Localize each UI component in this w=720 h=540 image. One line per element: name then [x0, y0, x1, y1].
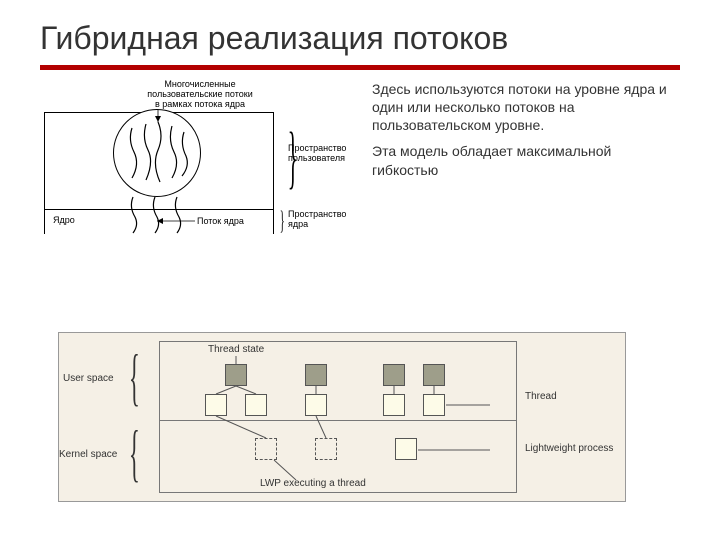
- brace-icon: {: [129, 345, 140, 409]
- paragraph: Здесь используются потоки на уровне ядра…: [372, 80, 680, 135]
- user-threads-icon: [114, 110, 201, 197]
- connectors-icon: [160, 342, 518, 494]
- top-diagram-caption: Многочисленные пользовательские потоки в…: [40, 80, 360, 110]
- kernel-space-label: Пространство ядра: [288, 210, 346, 230]
- thread-label: Thread: [525, 391, 557, 402]
- thread-box: [205, 394, 227, 416]
- space-divider: [160, 420, 516, 421]
- lwp-exec-label: LWP executing a thread: [260, 478, 366, 489]
- lwp-box: [395, 438, 417, 460]
- user-space-label: Пространство пользователя: [288, 144, 346, 164]
- thread-box: [383, 394, 405, 416]
- brace-icon: }: [280, 206, 285, 236]
- thread-box: [305, 394, 327, 416]
- label-line: пользователя: [288, 153, 345, 163]
- kernel-space-label: Kernel space: [59, 449, 117, 460]
- page-title: Гибридная реализация потоков: [40, 20, 680, 57]
- label-line: Пространство: [288, 143, 346, 153]
- thread-box: [423, 394, 445, 416]
- thread-state-box: [383, 364, 405, 386]
- thread-state-box: [305, 364, 327, 386]
- lwp-dashed-box: [315, 438, 337, 460]
- core-label: Ядро: [53, 215, 75, 225]
- kernel-thread-label: Поток ядра: [197, 216, 244, 226]
- label-line: ядра: [288, 219, 308, 229]
- process-box: Thread state: [159, 341, 517, 493]
- lwp-dashed-box: [255, 438, 277, 460]
- label-line: Пространство: [288, 209, 346, 219]
- lwp-label: Lightweight process: [525, 443, 613, 454]
- caption-line: в рамках потока ядра: [155, 99, 245, 109]
- thread-state-box: [423, 364, 445, 386]
- thread-box: [245, 394, 267, 416]
- process-box: Ядро Поток ядра: [44, 112, 274, 234]
- brace-icon: {: [129, 421, 140, 485]
- thread-group-circle: [113, 109, 201, 197]
- thread-state-label: Thread state: [208, 344, 264, 355]
- user-space-label: User space: [63, 373, 114, 384]
- bottom-diagram: { User space { Kernel space Thread state: [58, 332, 626, 502]
- accent-bar: [40, 65, 680, 70]
- caption-line: пользовательские потоки: [147, 89, 252, 99]
- paragraph: Эта модель обладает максимальной гибкост…: [372, 142, 680, 178]
- top-diagram: Многочисленные пользовательские потоки в…: [40, 80, 360, 240]
- description-text: Здесь используются потоки на уровне ядра…: [372, 80, 680, 240]
- caption-line: Многочисленные: [164, 79, 235, 89]
- thread-state-box: [225, 364, 247, 386]
